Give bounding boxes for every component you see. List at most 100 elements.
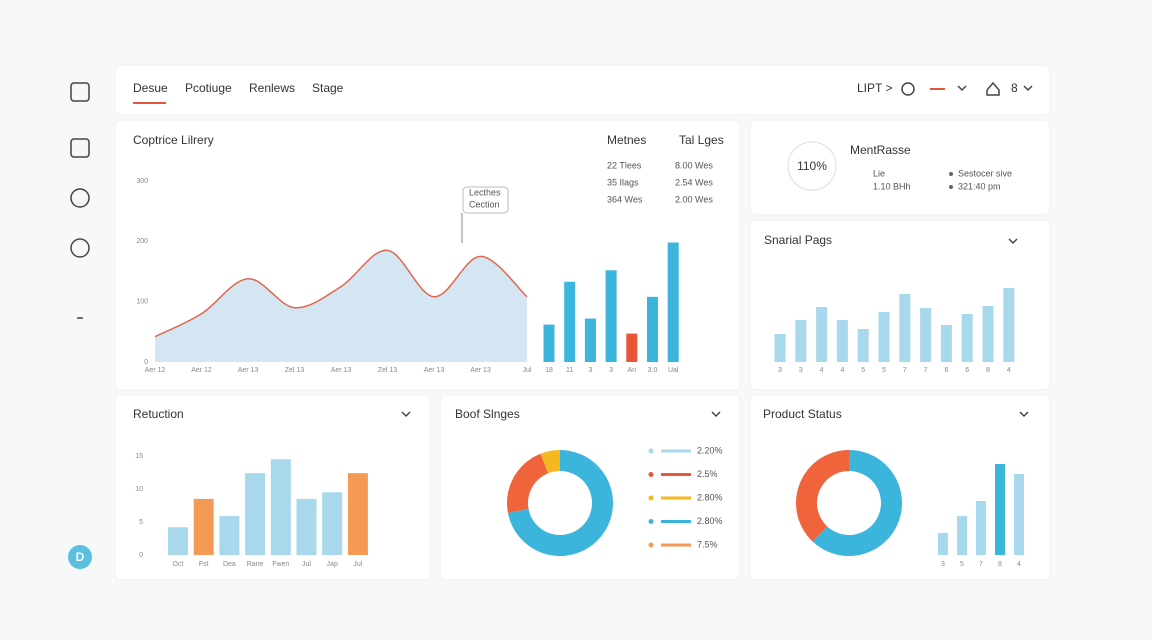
- metric-row: 1.10 BHh: [873, 181, 911, 191]
- chevron[interactable]: [1023, 85, 1033, 92]
- legend-dot: [648, 472, 654, 477]
- bar: [938, 533, 948, 555]
- icon[interactable]: [901, 82, 915, 96]
- legend-dot: [648, 495, 654, 501]
- x-tick-label: Zel 13: [378, 367, 398, 374]
- bar: [245, 473, 266, 555]
- x-tick-label: 7: [903, 367, 907, 374]
- bar: [878, 312, 890, 362]
- table-cell: 2.00 Wes: [675, 194, 713, 204]
- panel-title: Retuction: [133, 407, 184, 421]
- donut-slice: [812, 450, 903, 556]
- x-tick-label: 7: [979, 561, 983, 568]
- panel-title: Product Status: [763, 407, 842, 421]
- line: [154, 249, 528, 338]
- x-tick-label: Oct: [173, 561, 184, 568]
- y-tick-label: 200: [136, 238, 148, 245]
- table-cell: 2.54 Wes: [675, 177, 713, 187]
- metric-row: Lie: [873, 168, 885, 178]
- chevron[interactable]: [1008, 238, 1018, 245]
- y-tick-label: 0: [139, 552, 143, 559]
- table-cell: 22 Tlees: [607, 160, 642, 170]
- chevron[interactable]: [401, 411, 411, 418]
- x-tick-label: 3: [588, 367, 592, 374]
- bar: [322, 492, 343, 555]
- annotation: Lecthes: [469, 187, 501, 197]
- bar: [296, 498, 317, 555]
- table-cell: 35 Ilags: [607, 177, 639, 187]
- nav-label[interactable]: LIPT >: [857, 81, 892, 95]
- y-tick-label: 0: [144, 359, 148, 366]
- chevron[interactable]: [957, 85, 967, 92]
- x-tick-label: 5: [960, 561, 964, 568]
- annotation: Cection: [469, 199, 500, 209]
- bar: [605, 270, 617, 362]
- legend-dot: [648, 519, 654, 524]
- x-tick-label: 6: [944, 367, 948, 374]
- icon[interactable]: [70, 138, 90, 158]
- x-tick-label: 7: [924, 367, 928, 374]
- bar: [543, 324, 555, 362]
- x-tick-label: 4: [1007, 367, 1011, 374]
- x-tick-label: Fwen: [272, 561, 289, 568]
- icon[interactable]: [70, 188, 90, 208]
- y-tick-label: 300: [136, 178, 148, 185]
- bar: [667, 242, 679, 362]
- chevron[interactable]: [1019, 411, 1029, 418]
- icon[interactable]: [70, 82, 90, 102]
- legend-label: 7.5%: [697, 539, 718, 549]
- x-tick-label: Jul: [353, 561, 362, 568]
- x-tick-label: 11: [566, 367, 573, 374]
- x-tick-label: 8: [986, 367, 990, 374]
- y-tick-label: 100: [136, 299, 148, 306]
- avatar-label: D: [76, 550, 85, 564]
- x-tick-label: Jap: [327, 561, 338, 568]
- x-tick-label: 4: [840, 367, 844, 374]
- x-tick-label: Aer 12: [191, 367, 212, 374]
- bar: [940, 325, 952, 362]
- x-tick-label: Jul: [523, 367, 532, 374]
- nav-tab[interactable]: Desue: [133, 81, 168, 95]
- x-tick-label: 8: [998, 561, 1002, 568]
- donut-slice: [540, 450, 560, 474]
- bar: [626, 333, 638, 362]
- dot: [949, 185, 953, 189]
- x-tick-label: 4: [820, 367, 824, 374]
- bar: [1014, 474, 1024, 555]
- bar: [920, 308, 932, 362]
- donut-slice: [507, 453, 549, 513]
- nav-tab[interactable]: Pcotiuge: [185, 81, 232, 95]
- x-tick-label: Dea: [223, 561, 236, 568]
- bar: [193, 498, 214, 555]
- nav-tab[interactable]: Stage: [312, 81, 344, 95]
- panel-title: Snarial Pags: [764, 233, 832, 247]
- sidebar: D: [68, 82, 92, 569]
- table-cell: 8.00 Wes: [675, 160, 713, 170]
- nav-tab[interactable]: Renlews: [249, 81, 295, 95]
- area: [155, 250, 527, 362]
- nav-bar: [114, 64, 1051, 116]
- metric-card: [749, 119, 1051, 216]
- x-tick-label: 4: [1017, 561, 1021, 568]
- x-tick-label: 18: [545, 367, 553, 374]
- legend-dot: [648, 448, 654, 454]
- user-label[interactable]: 8: [1011, 81, 1018, 95]
- bar: [347, 473, 368, 555]
- bar: [774, 334, 786, 362]
- x-tick-label: Fst: [199, 561, 209, 568]
- panel-title: Coptrice Lilrery: [133, 133, 214, 147]
- metric-ring: [787, 141, 837, 191]
- bar: [816, 307, 828, 362]
- icon[interactable]: [70, 238, 90, 258]
- annotation-box: [462, 186, 509, 214]
- avatar[interactable]: [68, 545, 92, 569]
- legend-label: 2.80%: [697, 516, 723, 526]
- chevron[interactable]: [711, 411, 721, 418]
- home-icon[interactable]: [986, 81, 1000, 96]
- x-tick-label: Aer 12: [145, 367, 166, 374]
- x-tick-label: 3: [799, 367, 803, 374]
- bar: [836, 320, 848, 362]
- y-tick-label: 15: [135, 453, 143, 460]
- x-tick-label: 5: [861, 367, 865, 374]
- x-tick-label: Jul: [302, 561, 311, 568]
